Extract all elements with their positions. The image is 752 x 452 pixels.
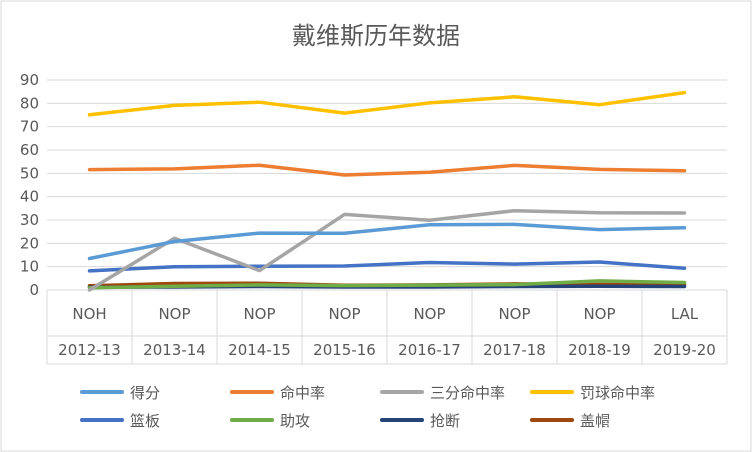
- y-tick-label: 80: [20, 94, 39, 112]
- legend-label: 命中率: [280, 384, 325, 402]
- category-axis-table: NOH NOP NOP NOP NOP NOP NOP LAL 2012-13 2013-14 20…: [46, 290, 728, 365]
- series-line-得分: [87, 222, 687, 261]
- y-tick-label: 70: [20, 118, 39, 136]
- x-tick-team-label: NOH: [72, 305, 106, 323]
- y-tick-label: 60: [20, 141, 39, 159]
- y-axis-ticks: 0 10 20 30 40 50 60 70 80 90: [20, 71, 39, 299]
- x-tick-team-label: NOP: [158, 305, 190, 323]
- watermark-text: 头条 @星猫篮球: [602, 420, 712, 438]
- series-line-命中率: [87, 163, 687, 177]
- legend-label: 助攻: [280, 412, 310, 430]
- y-tick-label: 50: [20, 164, 39, 182]
- legend-label: 盖帽: [580, 412, 610, 430]
- y-tick-label: 40: [20, 188, 39, 206]
- y-tick-label: 90: [20, 71, 39, 89]
- x-tick-team-label: NOP: [328, 305, 360, 323]
- x-tick-team-label: NOP: [413, 305, 445, 323]
- x-tick-season-label: 2015-16: [313, 341, 376, 359]
- y-tick-label: 30: [20, 211, 39, 229]
- x-tick-season-label: 2019-20: [653, 341, 716, 359]
- series-line-罚球命中率: [87, 90, 687, 117]
- legend-label: 三分命中率: [430, 384, 505, 402]
- legend-label: 篮板: [130, 412, 160, 430]
- legend-label: 得分: [130, 384, 160, 402]
- x-tick-team-label: LAL: [671, 305, 699, 323]
- x-tick-season-label: 2016-17: [398, 341, 461, 359]
- series-line-篮板: [87, 260, 687, 273]
- series-line-三分命中率: [87, 208, 687, 292]
- x-tick-season-label: 2017-18: [483, 341, 546, 359]
- x-tick-season-label: 2013-14: [143, 341, 206, 359]
- legend-label: 抢断: [430, 412, 460, 430]
- x-tick-team-label: NOP: [243, 305, 275, 323]
- series-line-助攻: [87, 279, 687, 290]
- y-tick-label: 10: [20, 258, 39, 276]
- x-tick-team-label: NOP: [583, 305, 615, 323]
- x-tick-season-label: 2018-19: [568, 341, 631, 359]
- x-tick-team-label: NOP: [498, 305, 530, 323]
- x-tick-season-label: 2012-13: [58, 341, 121, 359]
- y-tick-label: 20: [20, 234, 39, 252]
- chart-title: 戴维斯历年数据: [292, 22, 460, 50]
- y-tick-label: 0: [29, 281, 39, 299]
- series-lines: [87, 90, 687, 292]
- x-tick-season-label: 2014-15: [228, 341, 291, 359]
- legend-label: 罚球命中率: [580, 384, 655, 402]
